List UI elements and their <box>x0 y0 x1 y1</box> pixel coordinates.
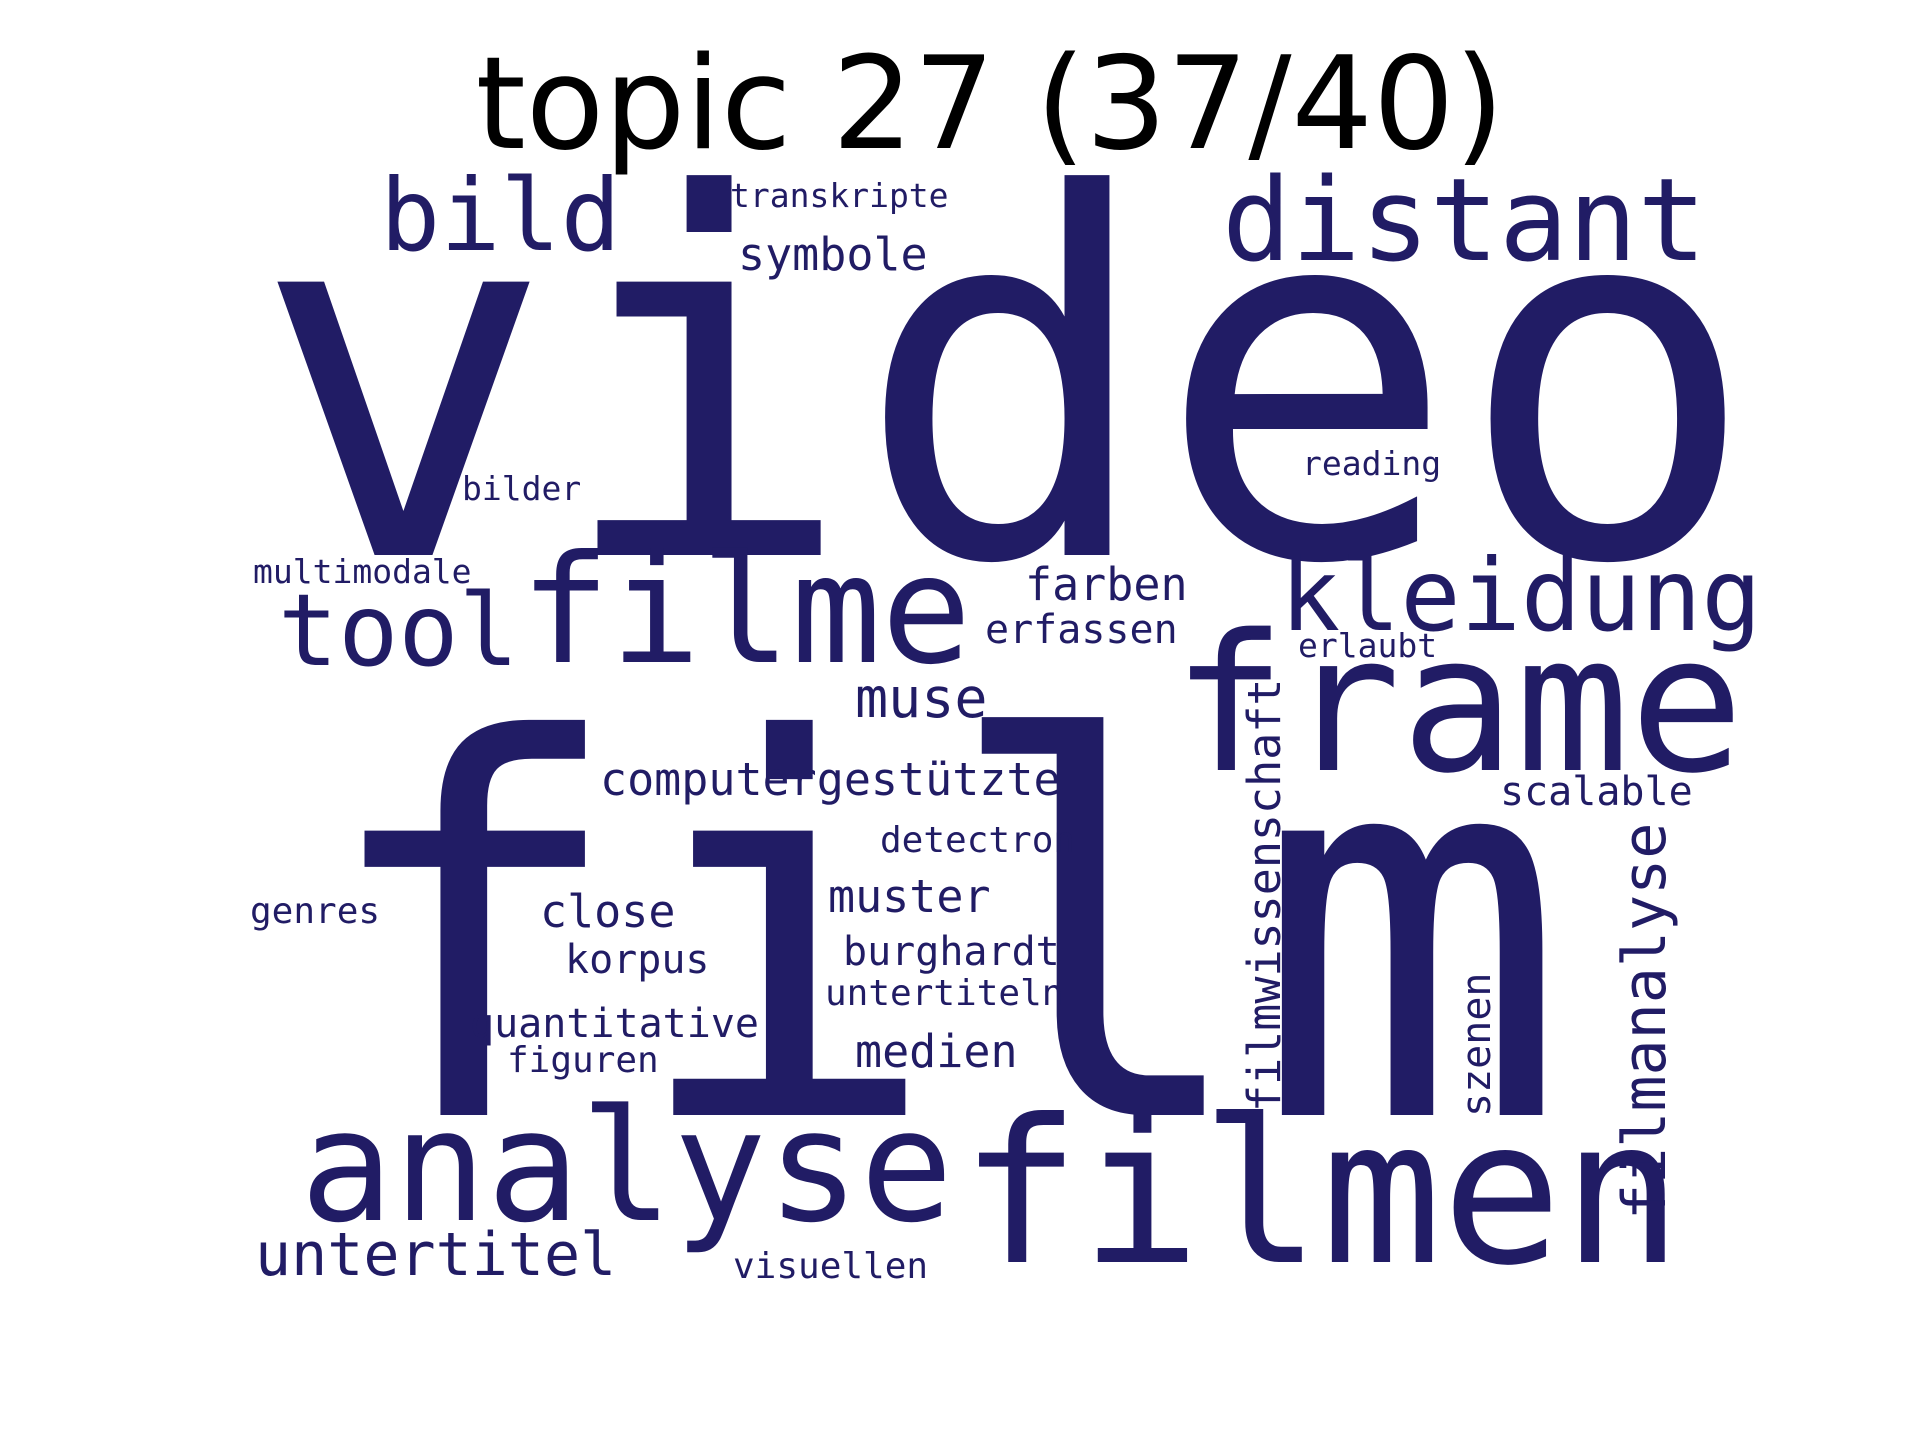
word-untertiteln: untertiteln <box>825 973 1063 1014</box>
word-burghardt: burghardt <box>843 929 1060 975</box>
word-symbole: symbole <box>738 228 928 281</box>
word-visuellen: visuellen <box>733 1246 928 1287</box>
word-kleidung: kleidung <box>1280 537 1762 654</box>
word-untertitel: untertitel <box>255 1220 616 1290</box>
word-scalable: scalable <box>1500 769 1693 815</box>
word-erlaubt: erlaubt <box>1298 626 1437 665</box>
word-korpus: korpus <box>565 937 710 983</box>
word-group: video film filmen analyse frame filme di… <box>250 91 1762 1310</box>
word-distant: distant <box>1222 154 1707 288</box>
word-filmwissenschaft: filmwissenschaft <box>1238 679 1291 1112</box>
word-muse: muse <box>855 666 987 730</box>
word-medien: medien <box>855 1025 1018 1078</box>
word-farben: farben <box>1025 558 1188 611</box>
word-reading: reading <box>1302 444 1441 483</box>
word-detectron: detectron <box>880 820 1075 861</box>
word-analyse: analyse <box>300 1076 953 1257</box>
word-quantitative: quantitative <box>470 1001 759 1047</box>
word-filmen: filmen <box>960 1077 1682 1310</box>
word-film: film <box>315 632 1567 1238</box>
word-bild: bild <box>380 157 621 274</box>
word-genres: genres <box>250 891 380 932</box>
word-muster: muster <box>828 870 991 923</box>
figure-title: topic 27 (37/40) <box>476 30 1505 179</box>
word-multimodale: multimodale <box>253 552 472 591</box>
word-frame: frame <box>1172 594 1744 815</box>
word-figuren: figuren <box>507 1040 659 1081</box>
word-tool: tool <box>278 572 519 689</box>
word-transkripte: transkripte <box>730 176 949 215</box>
word-filme: filme <box>520 524 972 698</box>
word-close: close <box>540 885 675 938</box>
word-filmanalyse: filmanalyse <box>1610 823 1680 1220</box>
word-bilder: bilder <box>462 469 581 508</box>
word-erfassen: erfassen <box>985 607 1178 653</box>
word-computergestuetzte: computergestützte <box>600 753 1061 806</box>
word-szenen: szenen <box>1454 973 1500 1118</box>
word-video: video <box>253 91 1758 673</box>
